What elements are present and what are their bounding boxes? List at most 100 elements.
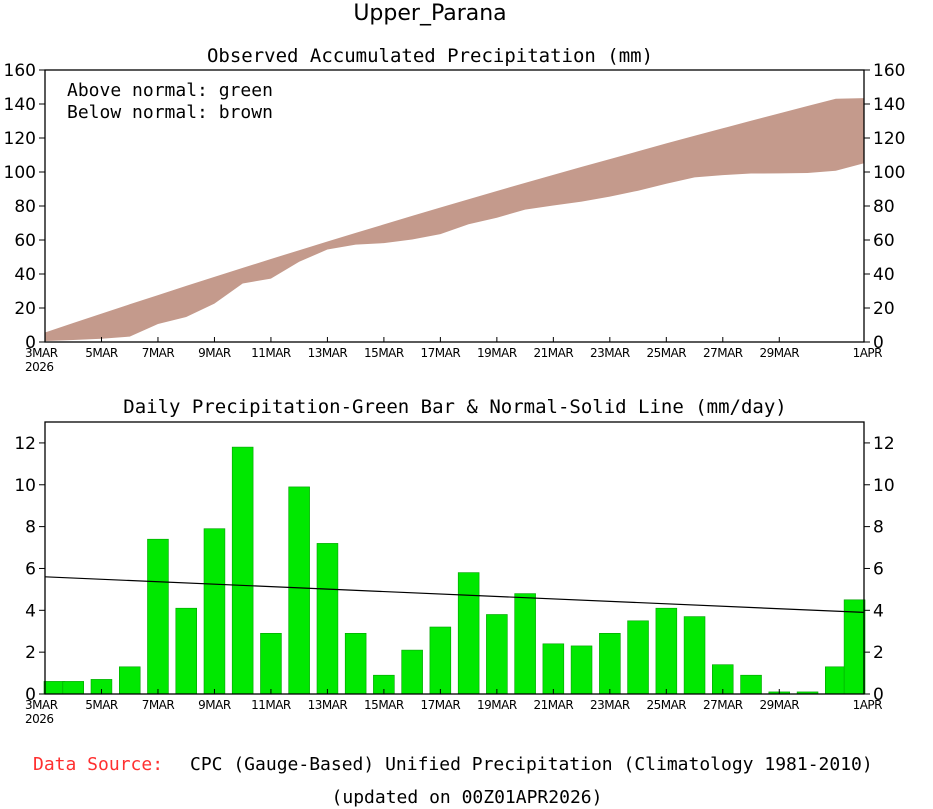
daily-xtick-label: 19MAR <box>477 698 517 712</box>
daily-ytick-left-label: 6 <box>25 559 36 579</box>
accum-xtick-label: 7MAR <box>142 346 175 360</box>
accum-ytick-right-label: 140 <box>873 95 905 115</box>
daily-ytick-left-label: 2 <box>25 643 36 663</box>
annotation-below-normal: Below normal: brown <box>67 102 273 123</box>
accum-xtick-label: 11MAR <box>251 346 291 360</box>
daily-ytick-right-label: 12 <box>873 434 895 454</box>
daily-xtick-label: 13MAR <box>308 698 348 712</box>
daily-ytick-right-label: 0 <box>873 685 884 705</box>
accum-ytick-right-label: 60 <box>873 231 895 251</box>
accum-xtick-label: 3MAR <box>25 346 58 360</box>
daily-precip-bar <box>43 681 66 695</box>
daily-bars-layer <box>43 446 866 695</box>
below-normal-area-layer <box>45 98 864 342</box>
accum-ytick-left-label: 20 <box>14 299 36 319</box>
daily-ytick-left-label: 4 <box>25 601 36 621</box>
daily-xtick-label: 9MAR <box>198 698 231 712</box>
accum-ytick-left-label: 160 <box>4 61 36 81</box>
daily-precip-bar <box>401 649 423 695</box>
accum-ytick-left-label: 60 <box>14 231 36 251</box>
daily-precip-bar <box>260 632 282 695</box>
daily-precip-bar <box>655 607 678 695</box>
daily-precip-bar <box>457 572 480 695</box>
daily-axes: 0 0 2 2 4 4 6 6 8 8 10 10 12 12 3MAR 5MAR 7MAR 9MAR 11MAR 1… <box>14 434 894 726</box>
accum-ytick-right-label: 120 <box>873 129 905 149</box>
daily-ytick-right-label: 2 <box>873 643 884 663</box>
daily-precip-bar <box>740 674 762 695</box>
daily-ytick-left-label: 12 <box>14 434 36 454</box>
daily-precip-bar <box>486 614 508 695</box>
daily-xtick-label: 3MAR <box>25 698 58 712</box>
accum-ytick-left-label: 100 <box>4 163 36 183</box>
accum-xtick-label: 25MAR <box>646 346 686 360</box>
daily-precip-bar <box>175 607 198 695</box>
data-source-label: Data Source: <box>33 754 163 775</box>
accum-xtick-label: 15MAR <box>364 346 404 360</box>
accum-xtick-label: 17MAR <box>421 346 461 360</box>
accum-xtick-label: 9MAR <box>198 346 231 360</box>
daily-xtick-label: 15MAR <box>364 698 404 712</box>
daily-precip-bar <box>203 528 226 695</box>
annotation-above-normal: Above normal: green <box>67 80 273 101</box>
daily-chart-title: Daily Precipitation-Green Bar & Normal-S… <box>123 396 786 418</box>
accum-xtick-label: 29MAR <box>759 346 799 360</box>
daily-ytick-left-label: 10 <box>14 476 36 496</box>
daily-precip-bar <box>514 593 536 695</box>
accum-ytick-right-label: 100 <box>873 163 905 183</box>
daily-xtick-year-label: 2026 <box>25 712 54 726</box>
accumulated-chart-title: Observed Accumulated Precipitation (mm) <box>207 45 653 67</box>
updated-text: (updated on 00Z01APR2026) <box>332 787 603 808</box>
daily-precip-bar <box>542 643 565 695</box>
accum-ytick-right-label: 160 <box>873 61 905 81</box>
daily-precip-bar <box>683 616 706 695</box>
daily-plot-frame <box>44 421 865 695</box>
daily-ytick-left-label: 8 <box>25 518 36 538</box>
daily-xtick-label: 17MAR <box>421 698 461 712</box>
daily-precip-bar <box>62 681 84 695</box>
daily-precip-bar <box>627 620 649 695</box>
daily-precip-bar <box>570 645 593 695</box>
accum-xtick-label: 23MAR <box>590 346 630 360</box>
accum-ytick-left-label: 140 <box>4 95 36 115</box>
daily-ytick-right-label: 4 <box>873 601 884 621</box>
accum-xtick-label: 1APR <box>853 346 883 360</box>
accum-xtick-year-label: 2026 <box>25 360 54 374</box>
accumulated-precip-panel: Observed Accumulated Precipitation (mm) … <box>4 45 906 374</box>
accum-ytick-right-label: 0 <box>873 333 884 353</box>
daily-precip-bar <box>147 538 169 695</box>
daily-precip-bar <box>843 599 866 695</box>
daily-xtick-label: 7MAR <box>142 698 175 712</box>
data-source-text: CPC (Gauge-Based) Unified Precipitation … <box>190 754 873 775</box>
daily-precip-panel: Daily Precipitation-Green Bar & Normal-S… <box>14 396 894 726</box>
accum-ytick-left-label: 40 <box>14 265 36 285</box>
daily-xtick-label: 5MAR <box>85 698 118 712</box>
accum-ytick-right-label: 20 <box>873 299 895 319</box>
daily-precip-bar <box>119 666 141 695</box>
daily-xtick-label: 21MAR <box>534 698 574 712</box>
normal-line <box>44 576 865 613</box>
daily-xtick-label: 27MAR <box>703 698 743 712</box>
accum-ytick-left-label: 0 <box>25 333 36 353</box>
accum-xtick-label: 5MAR <box>85 346 118 360</box>
daily-precip-bar <box>231 446 254 695</box>
daily-precip-bar <box>429 626 452 695</box>
accum-ytick-left-label: 80 <box>14 197 36 217</box>
daily-xtick-label: 25MAR <box>646 698 686 712</box>
accum-xtick-label: 13MAR <box>308 346 348 360</box>
daily-ytick-right-label: 8 <box>873 518 884 538</box>
accum-ytick-left-label: 120 <box>4 129 36 149</box>
daily-xtick-label: 11MAR <box>251 698 291 712</box>
accumulated-axes: 0 0 20 20 40 40 60 60 80 80 100 100 120 120 140 140 160 1… <box>4 61 906 374</box>
accum-ytick-right-label: 40 <box>873 265 895 285</box>
daily-precip-bar <box>599 632 621 695</box>
daily-ytick-left-label: 0 <box>25 685 36 705</box>
daily-ytick-right-label: 10 <box>873 476 895 496</box>
daily-xtick-label: 1APR <box>853 698 883 712</box>
figure-title: Upper_Parana <box>353 1 506 26</box>
accum-ytick-right-label: 80 <box>873 197 895 217</box>
accum-xtick-label: 27MAR <box>703 346 743 360</box>
daily-ytick-right-label: 6 <box>873 559 884 579</box>
accum-xtick-label: 21MAR <box>534 346 574 360</box>
daily-precip-bar <box>288 486 310 695</box>
